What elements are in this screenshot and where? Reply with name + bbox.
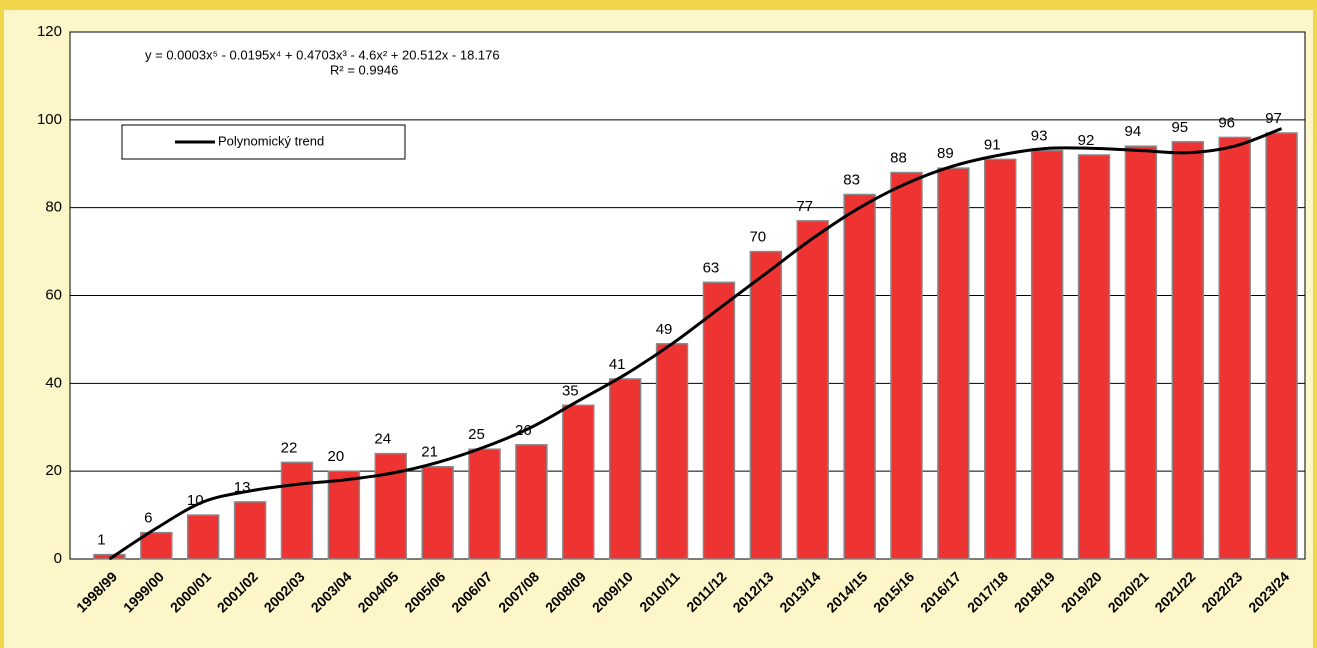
data-label: 95 (1171, 119, 1188, 136)
y-tick-label: 120 (37, 23, 62, 40)
bar (890, 171, 923, 560)
bar (1077, 154, 1111, 560)
y-tick-label: 20 (45, 462, 62, 479)
y-tick-label: 60 (45, 286, 62, 303)
y-tick-label: 0 (54, 550, 62, 567)
data-label: 21 (421, 444, 438, 461)
data-label: 94 (1125, 123, 1142, 140)
data-label: 97 (1265, 110, 1282, 127)
bar (1124, 145, 1158, 560)
data-label: 77 (796, 198, 813, 215)
bar (702, 281, 736, 560)
r-squared: R² = 0.9946 (330, 62, 398, 77)
bar (140, 531, 173, 560)
y-tick-label: 40 (45, 374, 62, 391)
bar (749, 250, 783, 560)
data-label: 41 (609, 356, 626, 373)
bar (374, 452, 407, 560)
bar (984, 158, 1017, 560)
bar (796, 220, 829, 560)
bar (327, 470, 361, 560)
bar (280, 461, 314, 560)
data-label: 20 (328, 448, 345, 465)
bar (468, 448, 501, 560)
bar (421, 466, 454, 560)
data-label: 88 (890, 150, 907, 167)
data-label: 1 (97, 532, 105, 549)
y-tick-label: 100 (37, 111, 62, 128)
bar (1030, 149, 1064, 560)
data-label: 6 (144, 510, 152, 527)
top-strip (0, 0, 1317, 10)
y-tick-label: 80 (45, 199, 62, 216)
right-strip (1313, 0, 1317, 648)
data-label: 22 (281, 439, 298, 456)
bar (1265, 132, 1298, 560)
data-label: 35 (562, 382, 579, 399)
bar (186, 514, 220, 560)
data-label: 96 (1218, 114, 1235, 131)
bar (515, 444, 548, 560)
bar (1171, 141, 1205, 560)
data-label: 93 (1031, 128, 1048, 145)
data-label: 70 (749, 229, 766, 246)
bar (608, 378, 642, 560)
trend-line (108, 127, 1283, 561)
bar (562, 404, 595, 560)
equation: y = 0.0003x⁵ - 0.0195x⁴ + 0.4703x³ - 4.6… (145, 47, 500, 62)
data-label: 91 (984, 136, 1001, 153)
data-label: 63 (703, 259, 720, 276)
data-label: 24 (374, 431, 391, 448)
bar (1218, 136, 1251, 560)
legend (121, 124, 406, 160)
data-label: 89 (937, 145, 954, 162)
data-label: 49 (656, 321, 673, 338)
bar (233, 501, 267, 560)
data-label: 92 (1078, 132, 1095, 149)
data-label: 25 (468, 426, 485, 443)
bar (843, 193, 876, 560)
left-strip (0, 0, 4, 648)
bar (655, 343, 689, 560)
data-label: 83 (843, 171, 860, 188)
legend-label: Polynomický trend (218, 133, 324, 148)
bar (937, 167, 970, 560)
